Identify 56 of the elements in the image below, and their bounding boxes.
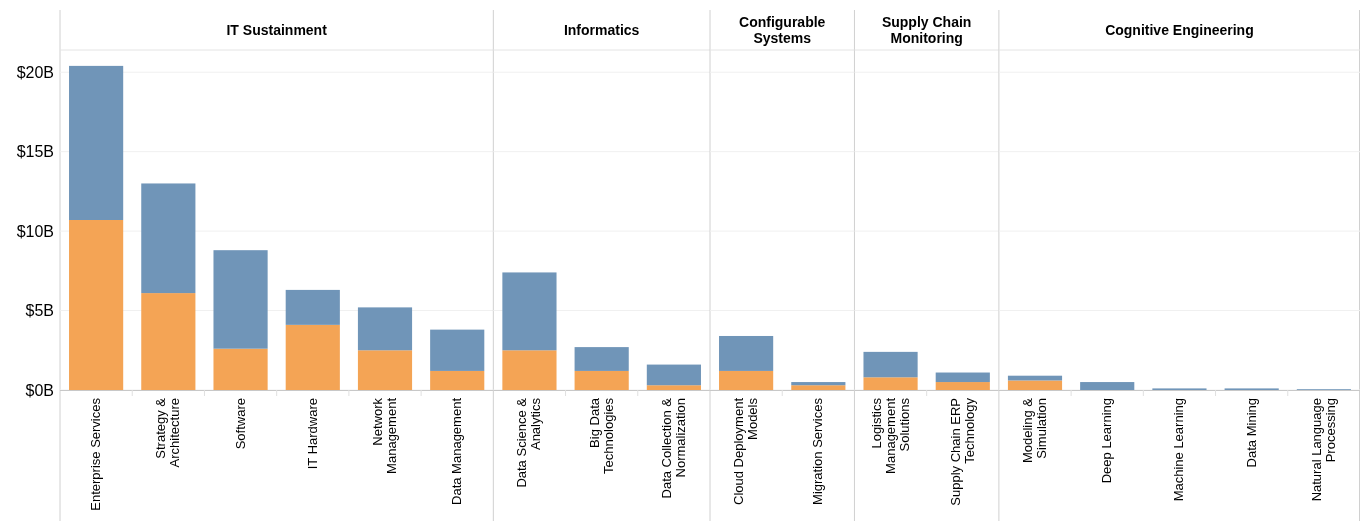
bar <box>719 370 774 390</box>
x-tick-label: Data Mining <box>1243 398 1259 468</box>
bar <box>863 377 918 390</box>
chart-title: Informatics <box>563 22 640 38</box>
x-tick-label: Supply Chain ERP Technology <box>947 397 977 506</box>
chart-title: Supply Chain Monitoring <box>881 14 972 46</box>
y-tick-label: $20B <box>16 63 54 81</box>
chart-title: Configurable Systems <box>739 14 826 46</box>
bar <box>863 351 918 378</box>
bar <box>574 347 629 371</box>
bar <box>357 350 413 390</box>
bar <box>357 307 413 351</box>
x-tick-label: Deep Learning <box>1099 398 1115 484</box>
x-tick-label: Network Management <box>370 397 399 474</box>
chart-title: Cognitive Engineering <box>1105 22 1254 38</box>
y-tick-label: $15B <box>16 143 54 161</box>
bar <box>430 370 485 390</box>
y-tick-label: $0B <box>25 381 54 399</box>
bar <box>285 324 340 390</box>
x-tick-label: Big Data Technologies <box>586 397 616 474</box>
bar <box>719 335 774 371</box>
bar <box>141 183 196 294</box>
bar <box>574 370 629 390</box>
bar <box>646 385 701 390</box>
x-tick-label: Data Science & Analytics <box>514 397 544 488</box>
x-tick-label: Machine Learning <box>1171 398 1187 502</box>
bar <box>1007 380 1063 390</box>
chart-title: IT Sustainment <box>226 22 328 38</box>
x-tick-label: Modeling & Simulation <box>1020 397 1049 464</box>
bar <box>1080 382 1135 390</box>
bar <box>791 385 846 390</box>
x-tick-label: Migration Services <box>810 397 826 505</box>
x-tick-label: Cloud Deployment Models <box>731 397 761 505</box>
y-tick-label: $10B <box>16 222 54 240</box>
x-tick-label: IT Hardware <box>304 398 320 470</box>
bar <box>935 382 990 390</box>
bar <box>69 220 124 390</box>
y-tick-label: $5B <box>25 302 54 320</box>
x-tick-label: Data Collection & Normalization <box>658 397 688 499</box>
bar <box>141 293 196 390</box>
bar <box>502 272 557 351</box>
bar <box>935 372 990 383</box>
x-tick-label: Software <box>232 398 248 450</box>
x-tick-label: Logistics Management Solutions <box>868 397 912 474</box>
bar <box>502 350 557 390</box>
bar <box>646 364 701 386</box>
bar <box>430 329 485 371</box>
bar <box>285 289 340 325</box>
bar <box>213 250 268 349</box>
x-tick-label: Strategy & Architecture <box>153 397 183 468</box>
x-tick-label: Enterprise Services <box>88 397 104 511</box>
bar <box>213 348 268 390</box>
bar <box>791 382 846 386</box>
bar <box>69 65 124 220</box>
x-tick-label: Data Management <box>449 397 465 505</box>
x-tick-label: Natural Language Processing <box>1308 398 1338 502</box>
